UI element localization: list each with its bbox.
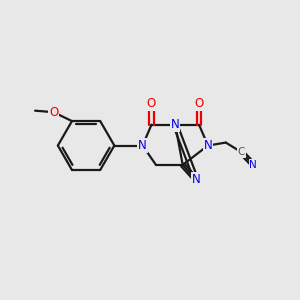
Text: O: O (49, 106, 58, 119)
Text: N: N (171, 118, 180, 131)
Text: N: N (204, 139, 212, 152)
Text: C: C (238, 147, 245, 157)
Text: N: N (138, 139, 147, 152)
Text: N: N (192, 173, 200, 186)
Text: N: N (249, 160, 257, 170)
Text: O: O (147, 98, 156, 110)
Text: O: O (194, 98, 204, 110)
